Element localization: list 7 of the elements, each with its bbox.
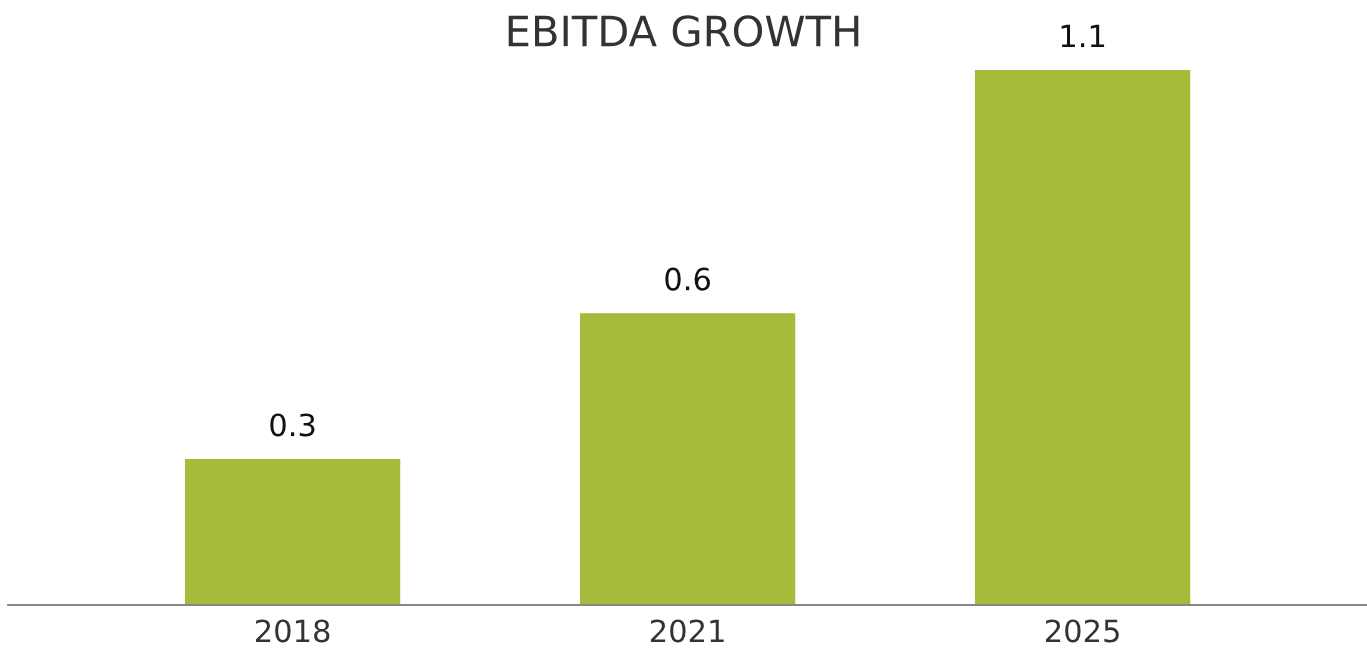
data-label: 0.6 <box>665 267 710 291</box>
data-label: 1.1 <box>1061 24 1105 48</box>
data-label: 0.3 <box>270 413 315 437</box>
x-tick-label: 2018 <box>255 619 330 643</box>
x-tick-label: 2021 <box>650 619 724 643</box>
x-tick-label: 2025 <box>1045 619 1119 643</box>
chart-title: EBITDA GROWTH <box>508 15 859 47</box>
